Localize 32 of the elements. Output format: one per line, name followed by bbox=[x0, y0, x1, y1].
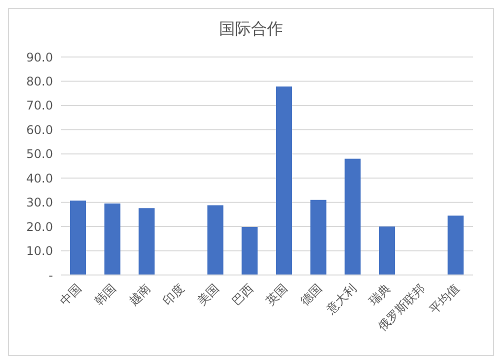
bar bbox=[310, 200, 326, 275]
bar bbox=[70, 200, 86, 275]
bar bbox=[379, 226, 395, 275]
x-tick-label: 中国 bbox=[57, 281, 84, 308]
y-tick-label: 10.0 bbox=[26, 244, 53, 258]
x-tick-label: 平均值 bbox=[426, 281, 462, 317]
bar bbox=[138, 208, 155, 275]
bar bbox=[448, 216, 464, 275]
x-tick-label: 越南 bbox=[126, 281, 153, 308]
y-tick-label: 50.0 bbox=[26, 147, 53, 162]
x-tick-label: 意大利 bbox=[322, 281, 359, 318]
y-tick-label: 40.0 bbox=[26, 171, 53, 186]
bar bbox=[104, 204, 120, 275]
x-tick-label: 巴西 bbox=[229, 281, 256, 308]
x-tick-label: 印度 bbox=[160, 281, 188, 308]
y-tick-label: 20.0 bbox=[26, 220, 53, 234]
x-tick-label: 韩国 bbox=[92, 281, 119, 308]
x-tick-label: 德国 bbox=[298, 281, 325, 308]
x-tick-label: 瑞典 bbox=[366, 281, 394, 308]
bar bbox=[242, 227, 258, 275]
chart-title: 国际合作 bbox=[218, 18, 284, 40]
bar bbox=[276, 86, 292, 275]
bar bbox=[207, 205, 224, 275]
x-tick-label: 美国 bbox=[194, 281, 222, 308]
x-tick-label: 英国 bbox=[263, 281, 290, 308]
bar bbox=[344, 158, 361, 275]
y-tick-label: 70.0 bbox=[26, 98, 53, 113]
y-tick-label: 80.0 bbox=[26, 74, 53, 88]
y-tick-label: 90.0 bbox=[26, 50, 53, 64]
y-tick-label: 60.0 bbox=[26, 122, 53, 137]
y-tick-label: - bbox=[48, 268, 53, 282]
y-tick-label: 30.0 bbox=[26, 196, 53, 210]
